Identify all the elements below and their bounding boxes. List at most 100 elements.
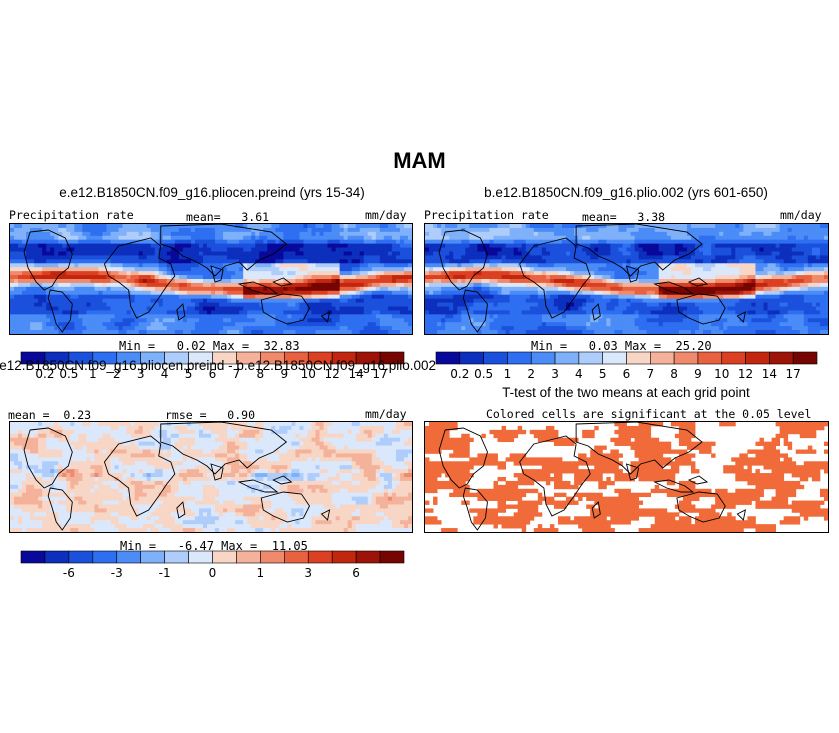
map-cell <box>215 326 220 331</box>
map-cell <box>62 247 67 252</box>
map-cell <box>34 298 39 303</box>
map-cell <box>287 286 292 292</box>
map-cell <box>650 298 656 303</box>
map-cell <box>194 286 200 292</box>
map-cell <box>335 267 341 272</box>
map-cell <box>383 227 389 233</box>
map-cell <box>243 224 248 229</box>
map-cell <box>449 251 454 256</box>
map-cell <box>271 259 276 264</box>
map-cell <box>541 306 547 311</box>
map-cell <box>363 271 369 276</box>
map-cell <box>174 231 180 237</box>
map-cell <box>303 322 308 327</box>
map-cell <box>178 306 184 311</box>
map-cell <box>610 275 615 280</box>
map-cell <box>106 326 111 331</box>
map-cell <box>331 267 337 272</box>
map-cell <box>58 326 63 331</box>
map-cell <box>731 279 736 284</box>
map-cell <box>38 239 43 245</box>
map-cell <box>74 239 79 245</box>
map-cell <box>327 247 333 252</box>
map-cell <box>18 255 23 260</box>
map-cell <box>82 290 87 296</box>
map-cell <box>82 259 87 264</box>
map-cell <box>441 224 446 229</box>
map-cell <box>10 239 15 245</box>
map-cell <box>363 275 369 280</box>
map-cell <box>162 267 168 272</box>
map-cell <box>319 330 324 334</box>
map-cell <box>602 231 607 237</box>
map-cell <box>18 224 23 229</box>
map-cell <box>18 235 23 241</box>
map-cell <box>14 326 19 331</box>
map-cell <box>46 322 51 327</box>
map-cell <box>106 235 111 241</box>
map-cell <box>630 302 635 307</box>
map-cell <box>823 247 828 252</box>
map-cell <box>719 259 724 264</box>
map-cell <box>803 251 809 256</box>
map-cell <box>146 251 152 256</box>
map-cell <box>799 251 805 256</box>
map-cell <box>162 227 168 233</box>
map-cell <box>42 255 47 260</box>
map-cell <box>437 255 442 260</box>
map-cell <box>598 239 603 245</box>
map-cell <box>287 326 292 331</box>
map-cell <box>235 263 240 268</box>
map-cell <box>751 271 756 276</box>
map-cell <box>243 263 248 268</box>
map-cell <box>457 251 462 256</box>
map-cell <box>489 279 494 284</box>
map-cell <box>606 271 611 276</box>
map-cell <box>678 275 684 280</box>
map-cell <box>26 227 31 233</box>
map-cell <box>598 271 603 276</box>
map-cell <box>795 224 801 229</box>
map-cell <box>271 326 276 331</box>
map-cell <box>395 231 401 237</box>
map-cell <box>399 314 405 319</box>
map-cell <box>275 271 280 276</box>
map-cell <box>461 275 466 280</box>
map-cell <box>433 306 438 311</box>
map-cell <box>247 259 252 264</box>
map-cell <box>190 286 196 292</box>
map-cell <box>638 279 644 284</box>
map-cell <box>751 294 756 300</box>
map-cell <box>642 227 648 233</box>
map-cell <box>399 259 405 264</box>
map-cell <box>578 279 583 284</box>
map-cell <box>287 251 292 256</box>
map-cell <box>319 306 324 311</box>
map-cell <box>763 224 768 229</box>
map-cell <box>339 282 345 288</box>
map-cell <box>650 259 656 264</box>
map-cell <box>351 243 357 248</box>
map-cell <box>403 326 409 331</box>
map-cell <box>437 224 442 229</box>
map-cell <box>399 326 405 331</box>
map-cell <box>743 294 748 300</box>
map-cell <box>453 298 458 303</box>
map-cell <box>735 271 740 276</box>
map-cell <box>719 302 724 307</box>
map-cell <box>122 322 127 327</box>
map-cell <box>231 267 236 272</box>
map-cell <box>699 298 704 303</box>
map-cell <box>331 290 337 296</box>
map-cell <box>239 251 244 256</box>
map-cell <box>375 318 381 323</box>
map-cell <box>223 271 228 276</box>
map-cell <box>78 267 83 272</box>
map-cell <box>178 271 184 276</box>
map-cell <box>74 275 79 280</box>
map-cell <box>811 231 817 237</box>
map-cell <box>606 235 611 241</box>
map-cell <box>501 275 507 280</box>
map-cell <box>678 302 684 307</box>
map-cell <box>678 271 684 276</box>
